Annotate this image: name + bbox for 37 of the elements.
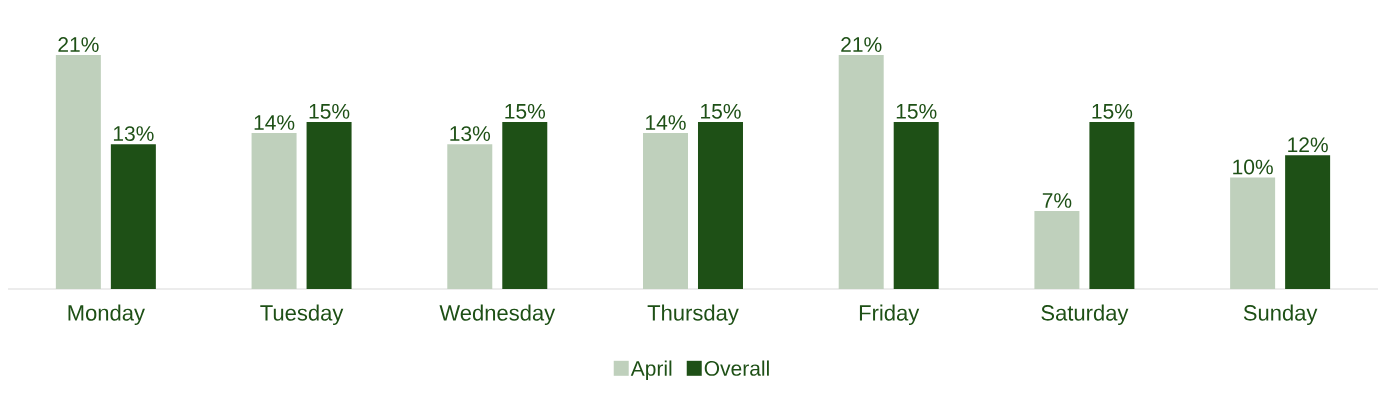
x-tick-label: Thursday — [647, 304, 739, 326]
bar — [697, 121, 743, 289]
data-label: 21% — [841, 37, 882, 52]
data-label: 15% — [505, 103, 546, 119]
data-label: 7% — [1042, 193, 1072, 208]
bar — [838, 55, 884, 289]
x-tick-label: Wednesday — [439, 304, 556, 326]
bar — [1089, 121, 1135, 289]
x-tick-label: Tuesday — [260, 304, 344, 326]
x-tick-label: Friday — [859, 304, 920, 326]
bar — [110, 144, 156, 289]
data-label: 21% — [58, 37, 99, 52]
bar — [502, 121, 548, 289]
bar — [1034, 211, 1080, 289]
x-tick-label: Monday — [68, 304, 145, 326]
x-tick-label: Saturday — [1041, 304, 1129, 326]
bar — [1285, 155, 1331, 289]
data-label: 15% — [701, 103, 741, 119]
data-label: 15% — [309, 103, 350, 119]
data-label: 13% — [113, 126, 154, 141]
bar — [55, 55, 101, 289]
data-label: 10% — [1233, 159, 1273, 175]
bar — [306, 121, 352, 289]
bar — [447, 144, 493, 289]
data-label: 15% — [1092, 103, 1133, 119]
data-label: 14% — [646, 115, 686, 130]
x-tick-label: Sunday — [1243, 304, 1318, 326]
data-label: 15% — [896, 103, 937, 119]
bar — [1230, 177, 1276, 289]
bar — [642, 133, 688, 289]
bar — [251, 133, 297, 289]
legend-label: April — [630, 360, 672, 381]
data-label: 13% — [450, 126, 491, 141]
bar — [893, 121, 939, 289]
data-label: 12% — [1288, 137, 1328, 153]
data-label: 14% — [254, 115, 295, 130]
legend-label: Overall — [704, 360, 769, 376]
